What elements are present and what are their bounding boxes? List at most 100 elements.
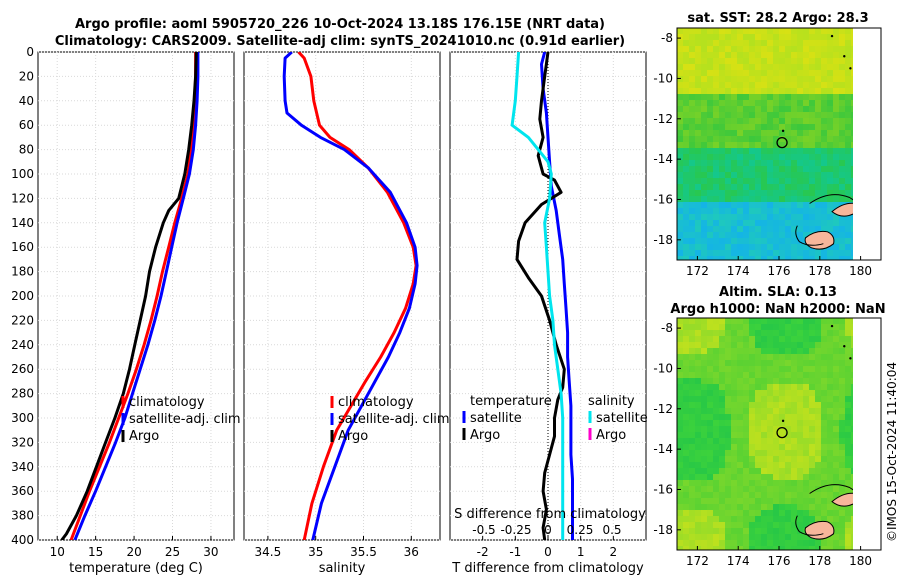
map-cell <box>761 318 768 325</box>
map-cell <box>689 444 696 451</box>
map-cell <box>701 384 708 391</box>
map-cell <box>797 384 804 391</box>
map-cell <box>833 348 840 355</box>
map-cell <box>725 202 732 209</box>
map-cell <box>713 492 720 499</box>
map-cell <box>851 372 853 379</box>
map-cell <box>683 250 690 257</box>
map-cell <box>767 220 774 227</box>
map-cell <box>683 142 690 149</box>
map-cell <box>695 166 702 173</box>
map-cell <box>695 342 702 349</box>
map-cell <box>821 76 828 83</box>
map-cell <box>725 136 732 143</box>
map-cell <box>743 372 750 379</box>
map-cell <box>683 546 690 550</box>
map-cell <box>725 498 732 505</box>
map-cell <box>713 342 720 349</box>
map-cell <box>749 52 756 59</box>
map-cell <box>707 450 714 457</box>
map-cell <box>785 166 792 173</box>
map-cell <box>797 420 804 427</box>
map-cell <box>851 384 853 391</box>
map-cell <box>839 178 846 185</box>
map-cell <box>719 318 726 325</box>
map-cell <box>701 220 708 227</box>
map-cell <box>839 534 846 541</box>
map-cell <box>719 468 726 475</box>
map-cell <box>755 366 762 373</box>
map-cell <box>689 522 696 529</box>
map-cell <box>707 504 714 511</box>
map-cell <box>791 130 798 137</box>
map-cell <box>755 378 762 385</box>
map-cell <box>845 486 852 493</box>
map-cell <box>689 414 696 421</box>
map-cell <box>851 58 853 65</box>
map-cell <box>815 330 822 337</box>
x-tick-label: 35 <box>308 545 323 559</box>
map-cell <box>725 534 732 541</box>
map-cell <box>767 64 774 71</box>
map-cell <box>689 172 696 179</box>
map-cell <box>827 336 834 343</box>
map-cell <box>725 450 732 457</box>
map-cell <box>701 136 708 143</box>
map-cell <box>845 510 852 517</box>
map-cell <box>683 88 690 95</box>
map-cell <box>725 504 732 511</box>
map-cell <box>725 456 732 463</box>
map-cell <box>779 546 786 550</box>
map-cell <box>785 372 792 379</box>
map-cell <box>731 474 738 481</box>
map-cell <box>689 52 696 59</box>
map-cell <box>839 342 846 349</box>
map-cell <box>821 28 828 35</box>
map-cell <box>827 244 834 251</box>
map-cell <box>713 166 720 173</box>
map-cell <box>743 172 750 179</box>
map-cell <box>779 136 786 143</box>
map-cell <box>749 64 756 71</box>
map-cell <box>779 40 786 47</box>
map-cell <box>833 414 840 421</box>
map-cell <box>677 256 684 260</box>
map-cell <box>713 468 720 475</box>
map-cell <box>737 118 744 125</box>
map-cell <box>791 244 798 251</box>
map-cell <box>713 70 720 77</box>
map-cell <box>743 214 750 221</box>
map-cell <box>719 130 726 137</box>
map-cell <box>737 360 744 367</box>
map-cell <box>845 396 852 403</box>
map-cell <box>743 94 750 101</box>
map-cell <box>845 70 852 77</box>
map-cell <box>707 70 714 77</box>
map-cell <box>719 94 726 101</box>
map-cell <box>839 360 846 367</box>
map-cell <box>701 142 708 149</box>
map-cell <box>791 534 798 541</box>
map-cell <box>851 540 853 547</box>
map-cell <box>767 522 774 529</box>
map-cell <box>761 516 768 523</box>
map-cell <box>695 94 702 101</box>
map-cell <box>743 366 750 373</box>
map-cell <box>773 354 780 361</box>
map-cell <box>713 324 720 331</box>
map-cell <box>743 148 750 155</box>
map-cell <box>677 540 684 547</box>
map-cell <box>803 100 810 107</box>
map-cell <box>797 462 804 469</box>
map-cell <box>797 130 804 137</box>
map-cell <box>797 220 804 227</box>
map-cell <box>743 184 750 191</box>
map-cell <box>761 172 768 179</box>
map-cell <box>797 46 804 53</box>
map-cell <box>779 486 786 493</box>
map-cell <box>707 52 714 59</box>
map-cell <box>695 34 702 41</box>
map-cell <box>695 534 702 541</box>
map-cell <box>815 76 822 83</box>
map-cell <box>779 118 786 125</box>
